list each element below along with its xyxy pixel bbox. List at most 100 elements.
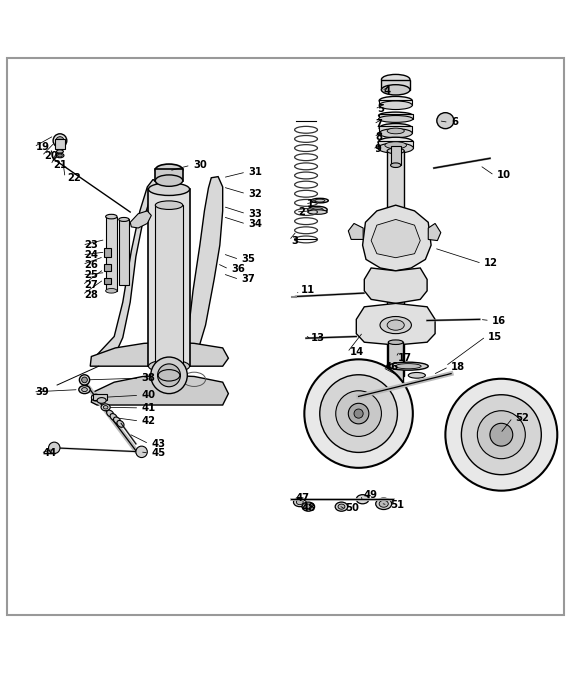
Text: 27: 27: [85, 280, 98, 290]
Ellipse shape: [106, 214, 117, 219]
Circle shape: [490, 423, 513, 446]
Ellipse shape: [107, 410, 114, 417]
Ellipse shape: [119, 217, 129, 221]
Ellipse shape: [388, 340, 403, 345]
Ellipse shape: [378, 137, 413, 147]
Text: 2: 2: [298, 207, 305, 217]
Bar: [104, 264, 111, 271]
Text: 37: 37: [242, 275, 255, 285]
Text: 18: 18: [451, 362, 465, 371]
Ellipse shape: [408, 372, 425, 378]
Text: 38: 38: [142, 374, 155, 383]
Ellipse shape: [308, 207, 327, 213]
Text: 41: 41: [142, 403, 156, 413]
Text: 3: 3: [291, 236, 298, 246]
Ellipse shape: [388, 362, 428, 370]
Circle shape: [477, 411, 525, 459]
Text: 39: 39: [35, 387, 49, 397]
Ellipse shape: [379, 124, 412, 133]
Ellipse shape: [155, 175, 183, 186]
Bar: [106, 217, 117, 291]
Ellipse shape: [381, 85, 410, 95]
Ellipse shape: [379, 501, 388, 507]
Ellipse shape: [110, 414, 117, 421]
Polygon shape: [184, 176, 223, 365]
Ellipse shape: [57, 150, 63, 153]
Text: 22: 22: [67, 173, 81, 183]
Polygon shape: [91, 376, 228, 405]
Text: 23: 23: [85, 240, 98, 250]
Ellipse shape: [91, 394, 100, 401]
Text: 8: 8: [376, 132, 383, 141]
Text: 49: 49: [363, 490, 377, 499]
Text: 34: 34: [248, 219, 263, 229]
Ellipse shape: [395, 363, 421, 369]
Circle shape: [158, 364, 180, 387]
Circle shape: [348, 403, 369, 424]
Circle shape: [304, 359, 413, 468]
Text: 15: 15: [488, 332, 502, 341]
Polygon shape: [130, 211, 151, 228]
Text: 25: 25: [85, 270, 98, 280]
Polygon shape: [97, 180, 157, 364]
Text: 13: 13: [311, 332, 325, 343]
Ellipse shape: [148, 360, 190, 372]
Text: 46: 46: [385, 362, 399, 372]
Circle shape: [336, 391, 381, 436]
Text: 11: 11: [301, 285, 315, 295]
Circle shape: [79, 375, 90, 385]
Text: 19: 19: [36, 142, 50, 152]
Ellipse shape: [293, 497, 306, 507]
Ellipse shape: [103, 406, 108, 409]
Ellipse shape: [338, 504, 345, 509]
Text: 7: 7: [376, 119, 383, 129]
Ellipse shape: [379, 112, 413, 119]
Text: 45: 45: [151, 448, 166, 458]
Ellipse shape: [387, 320, 404, 330]
Bar: [119, 219, 129, 285]
Polygon shape: [364, 268, 427, 304]
Ellipse shape: [381, 75, 410, 85]
Circle shape: [445, 379, 557, 491]
Ellipse shape: [79, 386, 90, 394]
Ellipse shape: [101, 404, 110, 411]
Text: 12: 12: [484, 258, 498, 269]
Bar: [379, 100, 412, 105]
Ellipse shape: [380, 316, 411, 334]
Text: 5: 5: [377, 104, 384, 114]
Circle shape: [354, 409, 363, 418]
Text: 28: 28: [85, 290, 98, 299]
Bar: [55, 139, 65, 149]
Text: 10: 10: [497, 170, 511, 180]
Ellipse shape: [437, 112, 454, 129]
Polygon shape: [371, 219, 420, 258]
Circle shape: [53, 134, 67, 147]
Circle shape: [461, 395, 541, 474]
Text: 47: 47: [296, 493, 310, 503]
Ellipse shape: [106, 289, 117, 293]
Circle shape: [49, 442, 60, 454]
Ellipse shape: [117, 421, 124, 427]
Text: 32: 32: [248, 188, 262, 199]
Bar: [148, 189, 190, 366]
Bar: [379, 127, 412, 133]
Text: 26: 26: [85, 260, 98, 270]
Text: 6: 6: [451, 117, 458, 127]
Text: 4: 4: [384, 86, 391, 96]
Text: 51: 51: [390, 500, 404, 510]
Polygon shape: [90, 342, 228, 366]
Polygon shape: [428, 223, 441, 240]
Bar: [104, 248, 111, 256]
Text: 14: 14: [349, 347, 364, 357]
Text: 42: 42: [142, 416, 156, 426]
Text: 16: 16: [492, 316, 506, 326]
Ellipse shape: [155, 201, 183, 209]
Circle shape: [56, 137, 64, 145]
Text: 43: 43: [151, 439, 166, 449]
Text: 40: 40: [142, 390, 156, 400]
Circle shape: [151, 357, 187, 394]
Bar: [155, 205, 183, 365]
Bar: [391, 146, 401, 165]
Polygon shape: [363, 205, 431, 271]
Ellipse shape: [387, 148, 404, 153]
